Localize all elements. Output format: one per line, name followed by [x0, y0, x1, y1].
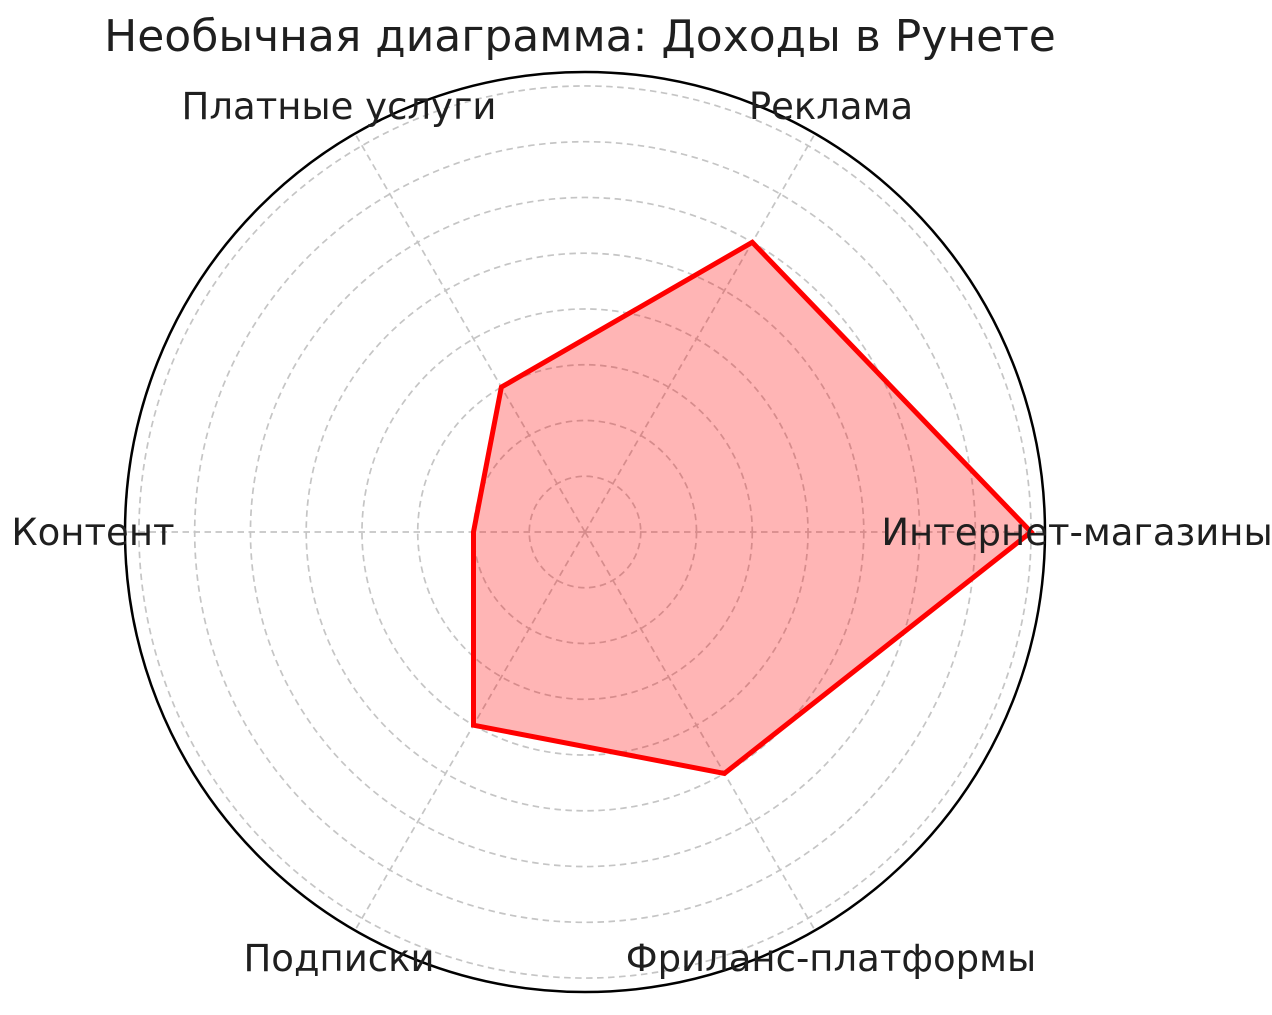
axis-label-300deg: Фриланс-платформы	[626, 937, 1037, 980]
axis-label-0deg: Интернет-магазины	[881, 511, 1272, 554]
polar-outline	[123, 70, 1047, 994]
chart-title: Необычная диаграмма: Доходы в Рунете	[104, 11, 1056, 62]
axis-label-60deg: Реклама	[749, 85, 913, 128]
axis-label-180deg: Контент	[11, 511, 174, 554]
data-polygon	[470, 239, 1035, 777]
axis-label-240deg: Подписки	[243, 937, 434, 980]
axis-label-120deg: Платные услуги	[182, 85, 497, 128]
